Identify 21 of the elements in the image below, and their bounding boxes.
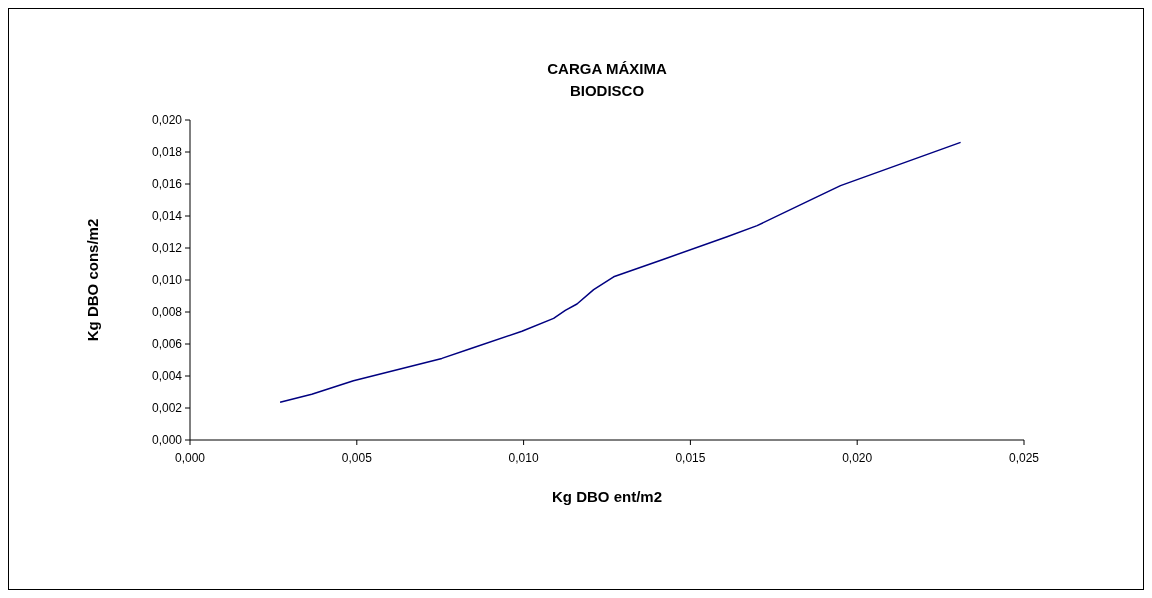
x-tick-label: 0,025 (1008, 451, 1040, 465)
y-tick-label: 0,000 (151, 433, 183, 448)
y-tick-label: 0,004 (151, 369, 183, 384)
x-tick-label: 0,015 (675, 451, 706, 465)
x-tick-label: 0,000 (174, 451, 206, 465)
x-axis-title: Kg DBO ent/m2 (551, 488, 663, 505)
y-tick-label: 0,006 (151, 337, 183, 352)
y-tick-label: 0,010 (151, 273, 183, 288)
line-series (279, 141, 962, 403)
x-tick-label: 0,010 (508, 451, 539, 465)
y-tick-label: 0,020 (151, 113, 183, 128)
y-tick-label: 0,016 (151, 177, 183, 192)
y-axis-title: Kg DBO cons/m2 (84, 218, 101, 342)
y-tick-label: 0,018 (151, 145, 183, 160)
y-tick-label: 0,012 (151, 241, 183, 256)
y-tick-label: 0,014 (151, 209, 183, 224)
x-tick-label: 0,020 (842, 451, 873, 465)
chart-title: CARGA MÁXIMA BIODISCO (547, 60, 667, 99)
y-tick-label: 0,008 (151, 305, 183, 320)
y-tick-label: 0,002 (151, 401, 183, 416)
x-tick-label: 0,005 (341, 451, 373, 465)
